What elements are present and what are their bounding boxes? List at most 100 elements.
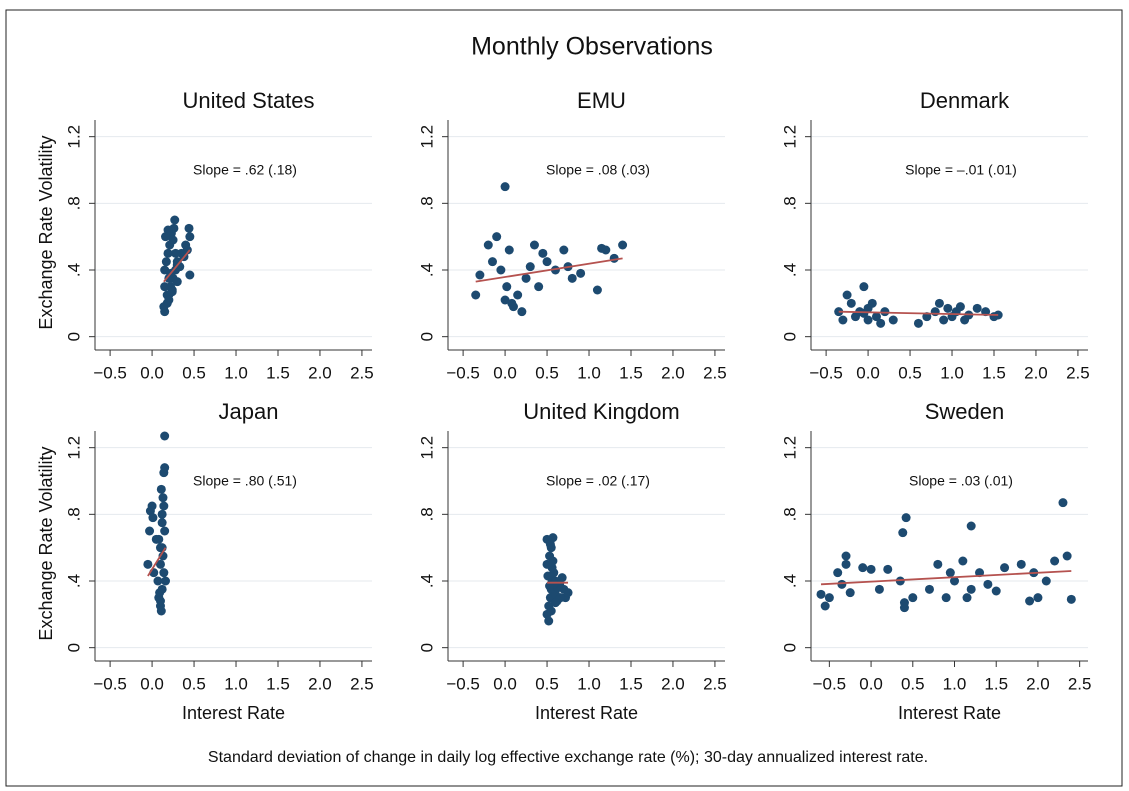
fit-line (147, 547, 167, 577)
point (557, 573, 567, 583)
y-tick-label: .8 (780, 507, 799, 521)
point (160, 282, 170, 292)
point (158, 493, 168, 503)
point (161, 257, 171, 267)
x-tick-label: 2.0 (661, 674, 685, 693)
panel-title: United States (182, 88, 314, 113)
point (542, 257, 552, 267)
y-tick-label: 0 (417, 332, 436, 341)
point (550, 598, 560, 608)
panel-title: United Kingdom (523, 399, 680, 424)
point (500, 182, 510, 192)
point (154, 534, 164, 544)
point (858, 563, 868, 573)
point (492, 232, 502, 242)
point (168, 235, 178, 245)
point (157, 518, 167, 528)
y-tick-label: 1.2 (780, 125, 799, 149)
point (871, 312, 881, 322)
y-tick-label: .8 (417, 196, 436, 210)
point (958, 556, 968, 566)
point (933, 559, 943, 569)
point (487, 257, 497, 267)
y-tick-label: .4 (64, 263, 83, 277)
point (888, 315, 898, 325)
x-tick-label: 0.5 (898, 363, 922, 382)
y-tick-label: 1.2 (780, 436, 799, 460)
x-tick-label: 2.0 (308, 363, 332, 382)
point (155, 559, 165, 569)
x-tick-label: 0.5 (182, 363, 206, 382)
y-tick-label: 1.2 (64, 436, 83, 460)
point (913, 318, 923, 328)
y-axis-label: Exchange Rate Volatility (36, 446, 56, 640)
point (1058, 498, 1068, 508)
point (950, 576, 960, 586)
point (504, 245, 514, 255)
x-tick-label: 2.0 (661, 363, 685, 382)
x-tick-label: 2.0 (1026, 674, 1050, 693)
x-tick-label: 1.5 (266, 363, 290, 382)
y-tick-label: 0 (780, 643, 799, 652)
point (820, 601, 830, 611)
y-tick-label: 0 (64, 643, 83, 652)
point (962, 593, 972, 603)
point (143, 559, 153, 569)
point (908, 593, 918, 603)
point (866, 564, 876, 574)
x-tick-label: 0.5 (535, 674, 559, 693)
point (842, 290, 852, 300)
point (529, 240, 539, 250)
x-tick-label: 0.0 (493, 363, 517, 382)
point (898, 528, 908, 538)
x-tick-label: 0.5 (182, 674, 206, 693)
point (525, 262, 535, 272)
y-tick-label: .4 (780, 263, 799, 277)
point (538, 248, 548, 258)
point (521, 273, 531, 283)
x-tick-label: 0.0 (493, 674, 517, 693)
point (543, 571, 553, 581)
point (863, 315, 873, 325)
point (924, 584, 934, 594)
figure-note: Standard deviation of change in daily lo… (208, 749, 928, 766)
point (880, 307, 890, 317)
point (966, 521, 976, 531)
x-tick-label: −0.5 (446, 363, 480, 382)
point (1033, 593, 1043, 603)
y-tick-label: .4 (64, 574, 83, 588)
panel-title: Denmark (920, 88, 1010, 113)
x-tick-label: 1.0 (224, 674, 248, 693)
point (185, 270, 195, 280)
x-tick-label: 1.5 (982, 363, 1006, 382)
x-axis-label: Interest Rate (535, 703, 638, 723)
point (576, 268, 586, 278)
x-tick-label: 1.5 (984, 674, 1008, 693)
annotation: Slope = –.01 (.01) (905, 162, 1017, 178)
point (601, 245, 611, 255)
point (874, 584, 884, 594)
point (155, 588, 165, 598)
x-tick-label: 2.5 (350, 363, 374, 382)
point (845, 588, 855, 598)
y-axis-label: Exchange Rate Volatility (36, 135, 56, 329)
point (1062, 551, 1072, 561)
x-tick-label: −0.5 (809, 363, 843, 382)
point (567, 273, 577, 283)
point (502, 282, 512, 292)
fit-line (838, 310, 999, 316)
point (500, 295, 510, 305)
point (983, 579, 993, 589)
point (167, 287, 177, 297)
point (939, 315, 949, 325)
point (559, 245, 569, 255)
point (838, 315, 848, 325)
x-tick-label: 2.0 (1024, 363, 1048, 382)
y-tick-label: .4 (780, 574, 799, 588)
y-tick-label: .4 (417, 574, 436, 588)
point (148, 513, 158, 523)
x-tick-label: 1.0 (943, 674, 967, 693)
point (901, 513, 911, 523)
point (156, 606, 166, 616)
